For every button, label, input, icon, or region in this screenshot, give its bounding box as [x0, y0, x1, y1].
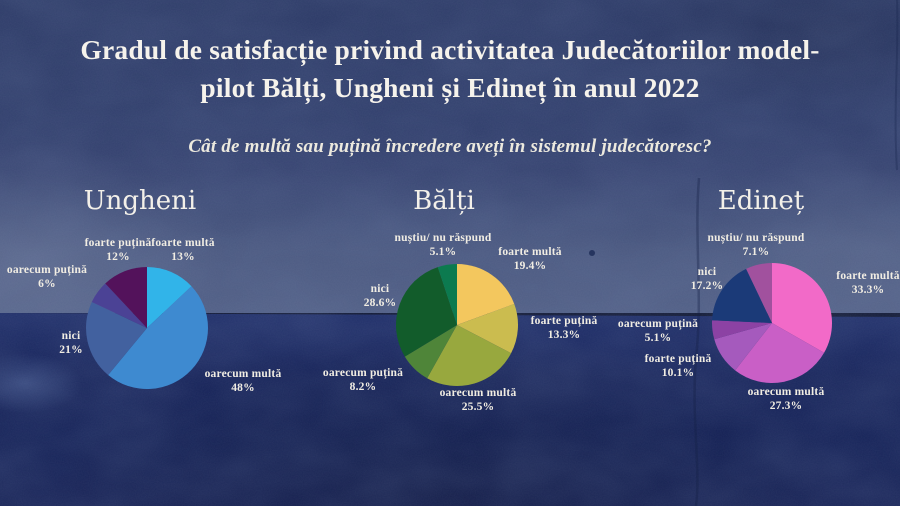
- pie-label-b-l-i-foarte-pu-in: foarte puțină 13.3%: [531, 315, 598, 342]
- pie-label-value: 13%: [171, 250, 195, 263]
- pie-label-value: 28.6%: [363, 296, 397, 309]
- pie-label-edine-foarte-mult: foarte multă 33.3%: [836, 270, 899, 297]
- pie-label-edine-nici: nici 17.2%: [691, 266, 724, 293]
- pie-chart-ungheni: [86, 267, 209, 390]
- pie-label-value: 48%: [231, 381, 255, 394]
- pie-label-value: 5.1%: [644, 331, 672, 344]
- pie-label-ungheni-foarte-pu-in: foarte puțină 12%: [85, 237, 152, 264]
- chart-title-balti: Bălți: [413, 186, 475, 216]
- pie-label-b-l-i-foarte-mult: foarte multă 19.4%: [498, 246, 561, 273]
- pie-label-value: 12%: [106, 250, 130, 263]
- pie-label-name: nuștiu/ nu răspund: [707, 232, 805, 244]
- pie-label-name: nici: [370, 283, 390, 295]
- pie-label-b-l-i-nici: nici 28.6%: [364, 283, 397, 310]
- pie-label-ungheni-foarte-mult: foarte multă 13%: [151, 237, 214, 264]
- pie-label-ungheni-oarecum-pu-in: oarecum puțină 6%: [7, 264, 87, 291]
- pie-label-name: nici: [697, 266, 717, 278]
- pie-label-value: 27.3%: [769, 399, 803, 412]
- pie-label-name: oarecum multă: [204, 368, 282, 380]
- pie-label-value: 5.1%: [429, 245, 457, 258]
- pie-label-name: foarte puțină: [84, 237, 152, 249]
- pie-label-value: 10.1%: [661, 366, 695, 379]
- pie-label-value: 13.3%: [547, 328, 581, 341]
- pie-label-name: foarte puțină: [644, 353, 712, 365]
- pie-label-b-l-i-oarecum-pu-in: oarecum puțină 8.2%: [323, 367, 403, 394]
- pie-label-ungheni-nici: nici 21%: [59, 330, 83, 357]
- chart-title-edinet: Edineț: [717, 186, 805, 216]
- pie-label-name: nuștiu/ nu răspund: [394, 232, 492, 244]
- pie-label-value: 7.1%: [742, 245, 770, 258]
- pie-label-value: 17.2%: [690, 279, 724, 292]
- pie-label-name: foarte puțină: [530, 315, 598, 327]
- pie-label-name: oarecum multă: [439, 387, 517, 399]
- pie-label-value: 21%: [59, 343, 83, 356]
- subtitle-question: Cât de multă sau puțină încredere aveți …: [188, 136, 712, 157]
- pie-label-edine-oarecum-pu-in: oarecum puțină 5.1%: [618, 318, 698, 345]
- pie-label-b-l-i-nu-tiu-nu-r-spund: nuștiu/ nu răspund 5.1%: [395, 232, 492, 259]
- pie-chart-edine: [711, 263, 833, 384]
- pie-label-edine-nu-tiu-nu-r-spund: nuștiu/ nu răspund 7.1%: [708, 232, 805, 259]
- pie-label-name: foarte multă: [151, 237, 215, 249]
- pie-label-value: 8.2%: [349, 380, 377, 393]
- pie-chart-b-l-i: [395, 264, 519, 386]
- pie-label-name: oarecum puțină: [6, 264, 88, 276]
- pie-label-ungheni-oarecum-mult: oarecum multă 48%: [205, 368, 282, 395]
- pie-label-name: oarecum puțină: [322, 367, 404, 379]
- pie-label-value: 33.3%: [851, 283, 885, 296]
- pie-label-name: foarte multă: [498, 246, 562, 258]
- chart-title-ungheni: Ungheni: [83, 186, 197, 216]
- main-title-line-2: pilot Bălți, Ungheni și Edineț în anul 2…: [200, 72, 700, 103]
- main-title: Gradul de satisfacție privind activitate…: [0, 31, 900, 107]
- pie-label-edine-foarte-pu-in: foarte puțină 10.1%: [645, 353, 712, 380]
- pie-label-name: nici: [61, 330, 81, 342]
- pie-label-name: oarecum multă: [747, 386, 825, 398]
- pie-label-b-l-i-oarecum-mult: oarecum multă 25.5%: [440, 387, 517, 414]
- pie-label-name: oarecum puțină: [617, 318, 699, 330]
- pie-label-value: 19.4%: [513, 259, 547, 272]
- pie-label-edine-oarecum-mult: oarecum multă 27.3%: [748, 386, 825, 413]
- pie-label-value: 6%: [38, 277, 56, 290]
- pie-label-name: foarte multă: [836, 270, 900, 282]
- pie-label-value: 25.5%: [461, 400, 495, 413]
- main-title-line-1: Gradul de satisfacție privind activitate…: [80, 34, 820, 65]
